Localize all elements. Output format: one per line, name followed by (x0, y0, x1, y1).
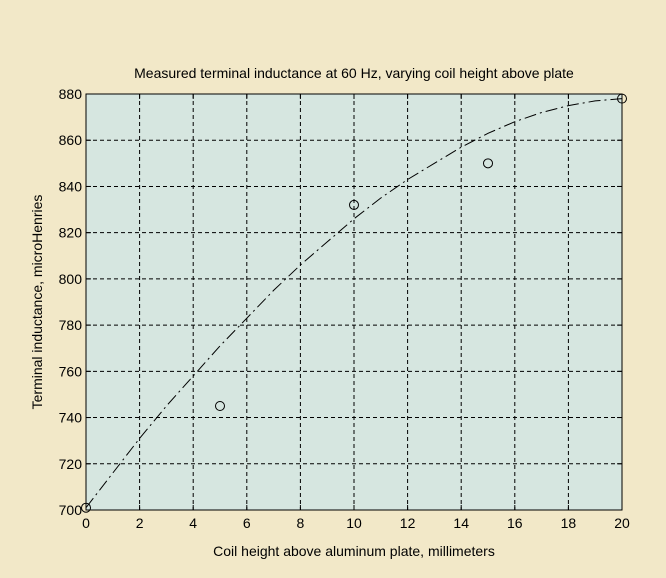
x-tick-label: 16 (507, 515, 523, 531)
y-tick-label: 720 (59, 456, 83, 472)
y-tick-label: 860 (59, 132, 83, 148)
y-tick-label: 820 (59, 225, 83, 241)
data-point-marker (215, 401, 225, 411)
data-point-marker (349, 199, 359, 210)
y-tick-label: 880 (59, 86, 83, 102)
x-axis-label: Coil height above aluminum plate, millim… (213, 543, 495, 559)
data-point-marker (483, 158, 493, 169)
chart-title: Measured terminal inductance at 60 Hz, v… (134, 65, 574, 81)
y-axis-label: Terminal inductance, microHenries (29, 195, 45, 410)
y-tick-label: 780 (59, 317, 83, 333)
x-tick-label: 0 (82, 515, 90, 531)
fit-line (85, 98, 623, 509)
y-tick-label: 700 (59, 502, 83, 518)
y-tick-label: 800 (59, 271, 83, 287)
y-axis-ticks: 700 720 740 760 780 800 820 840 860 880 (59, 86, 622, 518)
x-tick-label: 12 (400, 515, 416, 531)
x-tick-label: 2 (136, 515, 144, 531)
x-tick-label: 8 (297, 515, 305, 531)
x-tick-label: 14 (453, 515, 469, 531)
x-tick-label: 6 (243, 515, 251, 531)
grid-lines (86, 94, 622, 510)
x-tick-label: 10 (346, 515, 362, 531)
fit-line-path (85, 98, 623, 509)
x-tick-label: 20 (614, 515, 630, 531)
x-axis-ticks: 0 2 4 6 8 10 12 14 16 18 20 (82, 94, 630, 531)
y-tick-label: 760 (59, 363, 83, 379)
y-tick-label: 840 (59, 178, 83, 194)
y-tick-label: 740 (59, 410, 83, 426)
x-tick-label: 4 (189, 515, 197, 531)
x-tick-label: 18 (561, 515, 577, 531)
